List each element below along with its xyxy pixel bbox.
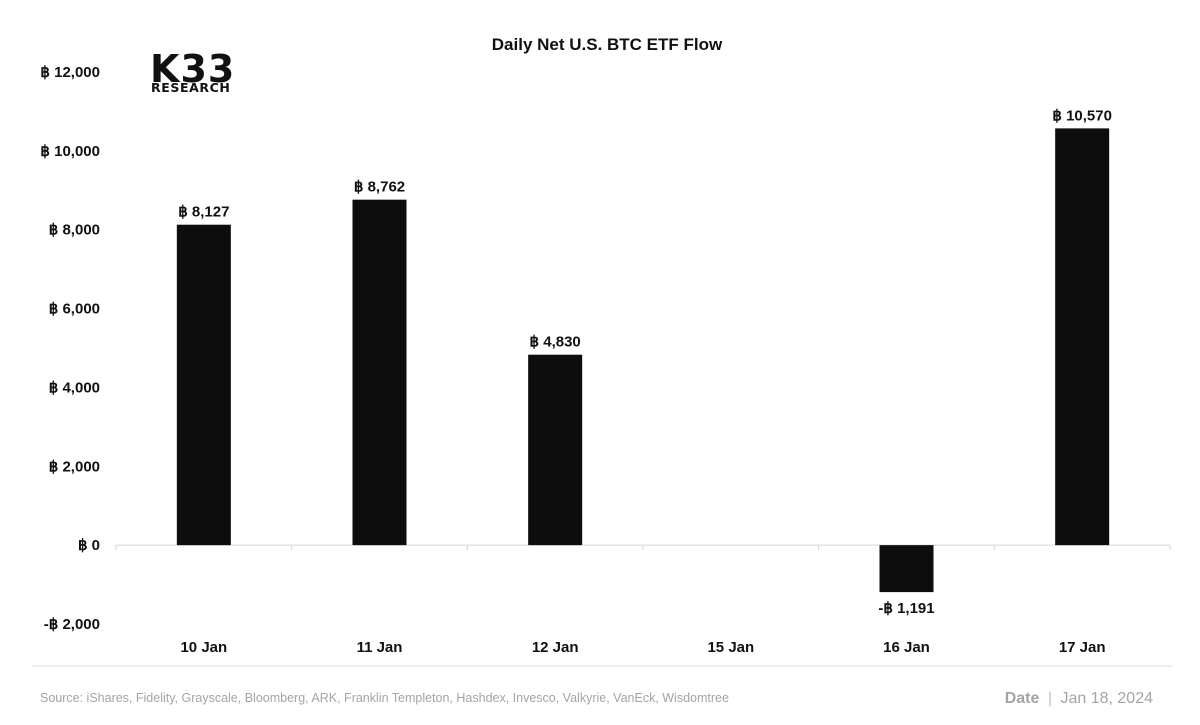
x-tick-label: 15 Jan	[707, 639, 754, 656]
data-label: -฿ 1,191	[878, 600, 934, 617]
data-label: ฿ 8,127	[178, 204, 229, 221]
y-tick-label: ฿ 10,000	[40, 143, 100, 160]
k33-research-logo: K33 RESEARCH	[150, 47, 235, 95]
y-tick-label: ฿ 4,000	[49, 379, 100, 396]
x-tick-label: 10 Jan	[180, 639, 227, 656]
data-label: ฿ 4,830	[530, 334, 581, 351]
bar	[352, 199, 407, 546]
logo-tagline: RESEARCH	[151, 80, 230, 95]
y-tick-label: ฿ 0	[78, 537, 100, 554]
bar	[879, 545, 934, 593]
bar	[1055, 128, 1110, 546]
y-tick-label: ฿ 2,000	[49, 458, 100, 475]
bar	[176, 224, 231, 546]
y-tick-label: -฿ 2,000	[44, 616, 100, 633]
x-tick-label: 11 Jan	[357, 639, 403, 656]
chart-title: Daily Net U.S. BTC ETF Flow	[492, 35, 723, 54]
x-tick-label: 16 Jan	[883, 639, 930, 656]
bar	[528, 354, 583, 546]
x-tick-label: 17 Jan	[1059, 639, 1106, 656]
logo-name: K33	[150, 47, 235, 91]
footer-date-label: Date	[1005, 690, 1040, 707]
y-axis-ticks: -฿ 2,000 ฿ 0 ฿ 2,000 ฿ 4,000 ฿ 6,000 ฿ 8,000 ฿…	[40, 64, 100, 633]
x-tick-label: 12 Jan	[532, 639, 579, 656]
footer-date: Date | Jan 18, 2024	[1005, 690, 1153, 707]
y-tick-label: ฿ 6,000	[49, 301, 100, 318]
y-tick-label: ฿ 8,000	[49, 222, 100, 239]
bars	[176, 128, 1110, 593]
data-labels: ฿ 8,127 ฿ 8,762 ฿ 4,830 -฿ 1,191 ฿ 10,570	[178, 107, 1112, 617]
footer-date-separator: |	[1048, 690, 1052, 707]
footer-date-value: Jan 18, 2024	[1060, 690, 1153, 707]
data-label: ฿ 10,570	[1052, 107, 1112, 124]
y-tick-label: ฿ 12,000	[40, 64, 100, 81]
x-axis-ticks: 10 Jan 11 Jan 12 Jan 15 Jan 16 Jan 17 Jan	[180, 639, 1105, 656]
data-label: ฿ 8,762	[354, 179, 405, 196]
x-axis-line	[115, 544, 1171, 551]
footer-source: Source: iShares, Fidelity, Grayscale, Bl…	[40, 691, 729, 705]
